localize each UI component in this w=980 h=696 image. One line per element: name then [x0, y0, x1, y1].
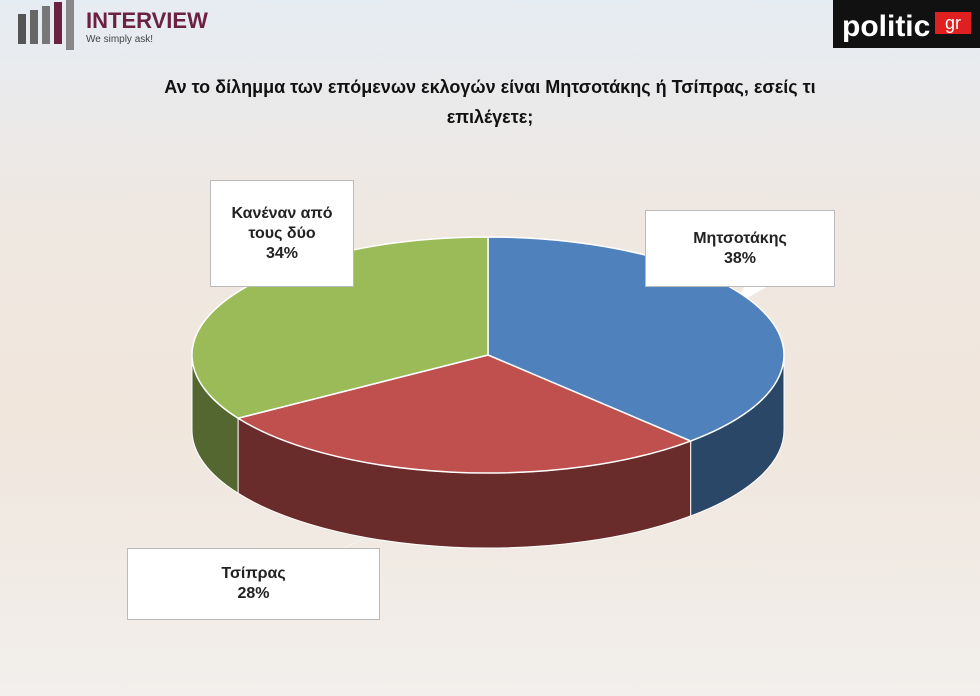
chart-title: Αν το δίλημμα των επόμενων εκλογών είναι… [164, 77, 816, 127]
value-label: 34% [265, 244, 299, 262]
slice [487, 236, 785, 442]
tagline: We simply ask! [86, 34, 153, 45]
logo-left: INTERVIEW [86, 8, 208, 33]
logo-left-icon [18, 0, 74, 50]
logo-right: politic [842, 10, 930, 43]
logo-right-suffix: gr [945, 13, 961, 33]
data-label: Τσίπρας 28% [127, 548, 380, 620]
slice [236, 354, 693, 474]
data-label: Μητσοτάκης 38% [645, 210, 835, 287]
data-label: Κανέναν από τους δύο 34% [210, 180, 354, 287]
category-label: Τσίπρας [221, 565, 286, 582]
value-label: 38% [723, 249, 757, 267]
pie [191, 236, 785, 549]
value-label: 28% [237, 585, 270, 602]
category-label: Κανέναν από τους δύο [231, 204, 333, 242]
category-label: Μητσοτάκης [693, 229, 787, 247]
logo-right-suffix-bg [935, 12, 971, 34]
